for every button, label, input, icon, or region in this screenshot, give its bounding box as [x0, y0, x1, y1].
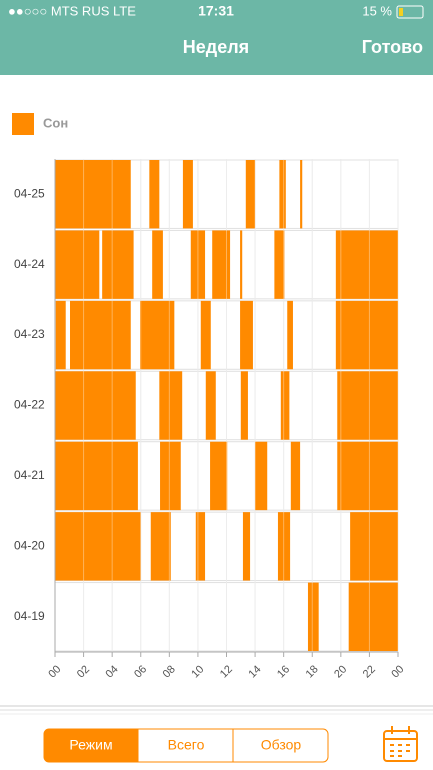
tab[interactable]: Режим — [69, 737, 112, 753]
x-tick-label: 00 — [46, 663, 63, 680]
battery-level — [399, 8, 403, 16]
sleep-segment — [55, 230, 100, 299]
sleep-segment — [277, 512, 291, 581]
sleep-segment — [55, 441, 138, 511]
tab-selected[interactable] — [44, 729, 138, 762]
sleep-segment — [300, 160, 303, 229]
sleep-segment — [149, 160, 160, 229]
sleep-segment — [140, 300, 175, 370]
sleep-segment — [240, 300, 253, 370]
sleep-segment — [280, 371, 290, 440]
y-tick-label: 04-23 — [14, 327, 45, 341]
legend-label: Сон — [43, 115, 68, 130]
sleep-segment — [290, 441, 301, 511]
nav-title: Неделя — [183, 37, 249, 57]
sleep-segment — [350, 512, 398, 581]
calendar-icon[interactable] — [383, 726, 418, 762]
sleep-segment — [200, 300, 211, 370]
sleep-segment — [279, 160, 286, 229]
tab[interactable]: Всего — [168, 737, 205, 753]
sleep-segment — [348, 582, 398, 651]
sleep-segment — [335, 300, 398, 370]
sleep-segment — [337, 371, 398, 440]
y-tick-label: 04-19 — [14, 609, 45, 623]
x-tick-label: 18 — [304, 663, 321, 680]
sleep-segment — [55, 300, 66, 370]
battery-icon — [396, 5, 424, 19]
sleep-segment — [205, 371, 216, 440]
tab[interactable]: Обзор — [261, 737, 302, 753]
y-tick-label: 04-21 — [14, 468, 45, 482]
sleep-segment — [55, 512, 141, 581]
x-tick-label: 04 — [104, 663, 121, 680]
x-tick-label: 10 — [189, 663, 206, 680]
sleep-segment — [102, 230, 134, 299]
sleep-segment — [307, 582, 319, 651]
legend-swatch — [12, 113, 34, 135]
y-tick-label: 04-25 — [14, 186, 45, 200]
x-tick-label: 22 — [361, 663, 378, 680]
sleep-segment — [159, 371, 183, 440]
done-button[interactable]: Готово — [362, 37, 423, 57]
sleep-segment — [240, 230, 243, 299]
x-tick-label: 08 — [161, 663, 178, 680]
clock: 17:31 — [198, 3, 234, 19]
x-tick-label: 20 — [332, 663, 349, 680]
sleep-segment — [240, 371, 248, 440]
sleep-segment — [210, 441, 228, 511]
sleep-segment — [55, 371, 136, 440]
battery-text: 15 % — [362, 3, 392, 18]
x-tick-label: 12 — [218, 663, 235, 680]
sleep-segment — [212, 230, 231, 299]
sleep-segment — [274, 230, 285, 299]
sleep-segment — [160, 441, 181, 511]
header-bar — [0, 0, 433, 75]
x-tick-label: 14 — [246, 663, 263, 680]
x-tick-label: 00 — [389, 663, 406, 680]
sleep-segment — [190, 230, 206, 299]
sleep-segment — [70, 300, 131, 370]
sleep-segment — [242, 512, 251, 581]
x-tick-label: 16 — [275, 663, 292, 680]
x-tick-label: 06 — [132, 663, 149, 680]
sleep-segment — [287, 300, 293, 370]
sleep-segment — [255, 441, 268, 511]
y-tick-label: 04-20 — [14, 539, 45, 553]
sleep-segment — [152, 230, 163, 299]
y-tick-label: 04-24 — [14, 257, 45, 271]
sleep-segment — [55, 160, 131, 229]
sleep-segment — [245, 160, 256, 229]
sleep-segment — [182, 160, 193, 229]
sleep-segment — [195, 512, 206, 581]
y-tick-label: 04-22 — [14, 398, 45, 412]
sleep-segment — [337, 441, 398, 511]
sleep-segment — [335, 230, 398, 299]
x-tick-label: 02 — [75, 663, 92, 680]
sleep-segment — [150, 512, 171, 581]
carrier: ●●○○○ MTS RUS LTE — [8, 3, 136, 18]
